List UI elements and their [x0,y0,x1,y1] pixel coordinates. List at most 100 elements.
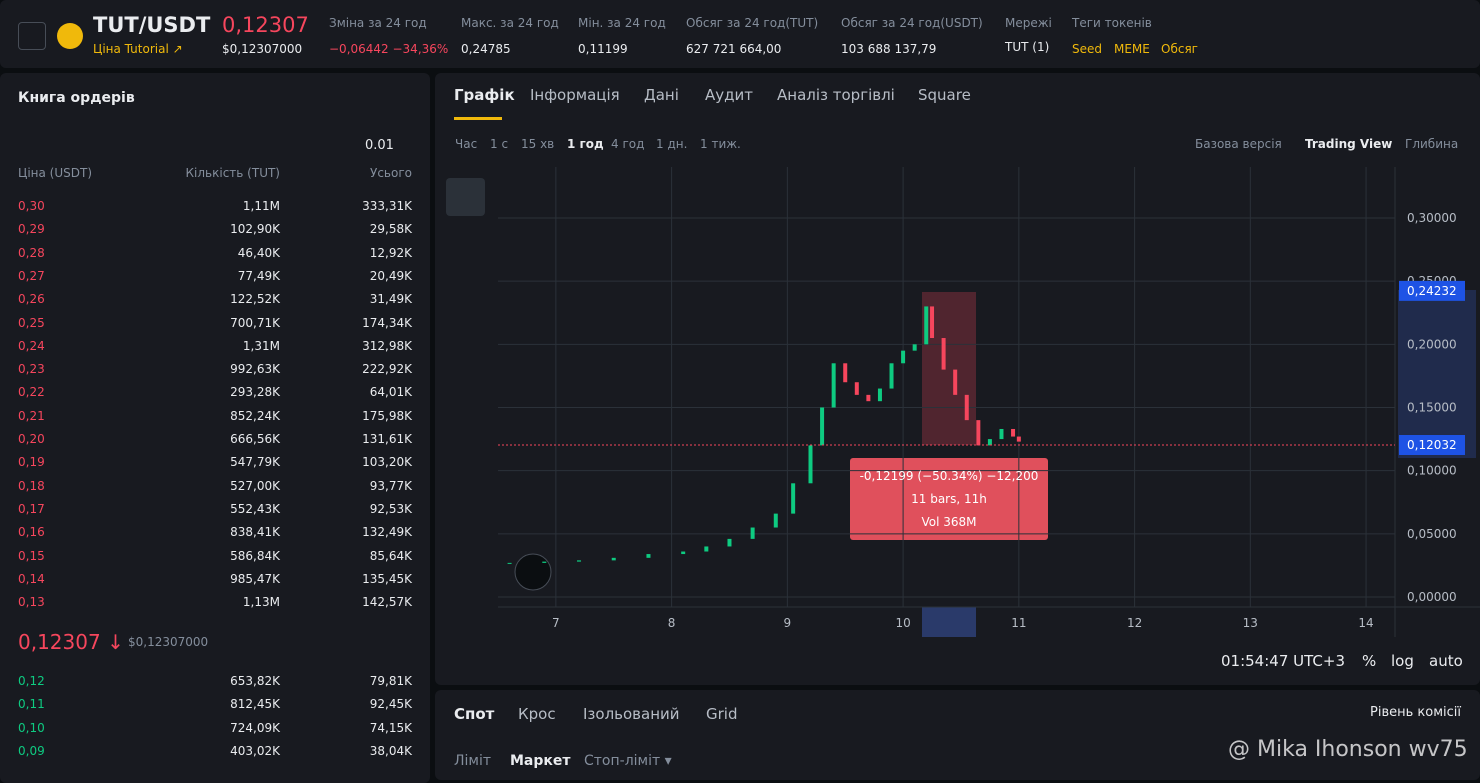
timeframe[interactable]: 1 дн. [656,137,688,151]
chart-tab[interactable]: Графік [454,86,515,104]
view-option[interactable]: Базова версія [1195,137,1282,151]
network: TUT (1) [1005,40,1050,54]
favorite-button[interactable] [18,22,46,50]
row-total: 31,49K [369,292,412,307]
x-tick-label: 9 [784,616,792,630]
candle [750,527,755,539]
timeframe[interactable]: 1 тиж. [700,137,741,151]
stat-value: −0,06442 −34,36% [329,42,449,56]
candle [1011,428,1016,437]
scale-button[interactable]: % [1362,652,1377,670]
tag[interactable]: MEME [1114,42,1150,56]
view-option[interactable]: Trading View [1305,137,1393,151]
candle [577,560,582,562]
order-type[interactable]: Маркет [510,753,571,769]
row-amount: 527,00K [230,478,280,493]
row-price: 0,29 [18,222,45,237]
x-tick-label: 12 [1127,616,1142,630]
order-type[interactable]: Ліміт [454,753,492,769]
token-icon [57,23,83,49]
row-amount: 852,24K [230,408,280,423]
trade-tab[interactable]: Спот [454,705,495,723]
candle [930,306,935,339]
candle [791,483,796,514]
row-total: 64,01K [369,385,412,400]
chart-tab[interactable]: Аудит [705,86,753,104]
candle [507,562,512,564]
row-price: 0,09 [18,743,45,758]
chart-panel [435,73,1480,685]
tag[interactable]: Seed [1072,42,1102,56]
scale-button[interactable]: auto [1429,652,1463,670]
timeframe: Час [455,137,478,151]
candle [704,546,709,552]
row-amount: 1,13M [242,595,280,610]
step-select[interactable]: 0.01 [365,138,394,153]
price-badge-label: 0,12032 [1407,438,1457,452]
row-total: 92,53K [369,501,412,516]
tooltip-line: Vol 368M [921,515,976,529]
scale-range [1398,290,1476,458]
view-option[interactable]: Глибина [1405,137,1459,151]
trade-tab[interactable]: Grid [706,705,738,723]
trade-tab[interactable]: Крос [518,705,556,723]
row-total: 333,31K [362,199,412,213]
order-type[interactable]: Стоп-ліміт ▾ [584,753,672,769]
candle [808,445,813,484]
timeframe[interactable]: 4 год [611,137,645,151]
x-tick-label: 14 [1358,616,1373,630]
row-amount: 838,41K [230,525,280,540]
row-price: 0,24 [18,338,45,353]
row-total: 131,61K [362,432,412,446]
top-bar [0,0,1480,68]
chart-tab[interactable]: Аналіз торгівлі [777,86,895,104]
row-price: 0,12 [18,674,45,688]
stat-label: Мін. за 24 год [578,16,666,30]
row-total: 38,04K [369,743,412,758]
timeframe[interactable]: 1 с [490,137,509,151]
candle [987,439,992,446]
tag[interactable]: Обсяг [1161,42,1198,56]
row-total: 79,81K [369,674,412,688]
tab-indicator [454,117,502,120]
price-badge [1399,434,1465,455]
timeframe[interactable]: 15 хв [521,137,555,151]
scale-button[interactable]: log [1391,652,1414,670]
column-header: Кількість (TUT) [185,166,280,180]
candle [866,394,871,402]
measure-tooltip [850,458,1048,540]
row-price: 0,14 [18,571,45,586]
row-total: 175,98K [362,408,412,423]
row-total: 20,49K [369,268,412,283]
price-usd: $0,12307000 [222,42,303,56]
row-amount: 666,56K [230,432,280,446]
fee-link[interactable]: Рівень комісії [1370,705,1461,720]
row-price: 0,27 [18,268,45,283]
column-header: Ціна (USDT) [18,166,92,180]
candle [964,394,969,421]
row-total: 29,58K [369,222,412,237]
row-price: 0,26 [18,292,45,307]
stat-label: Теги токенів [1072,16,1152,30]
x-tick-label: 11 [1011,616,1026,630]
y-tick-label: 0,15000 [1407,401,1457,415]
x-tick-label: 8 [668,616,676,630]
chart-tab[interactable]: Square [918,86,971,104]
chart-tab[interactable]: Дані [644,86,679,104]
crosshair-tool[interactable] [446,178,485,216]
row-total: 12,92K [369,245,412,260]
timeframe[interactable]: 1 год [567,137,604,151]
tooltip-line: -0,12199 (−50.34%) −12,200 [860,469,1039,483]
row-amount: 403,02K [230,743,280,758]
chart-tab[interactable]: Інформація [530,86,620,104]
row-price: 0,17 [18,501,45,516]
row-total: 132,49K [362,525,412,540]
stat-value: 627 721 664,00 [686,42,782,56]
order-book-panel [0,73,430,783]
price-badge [1399,280,1465,301]
trade-tab[interactable]: Ізольований [583,705,680,723]
candle [820,407,825,446]
tutorial-link[interactable]: Ціна Tutorial ↗ [93,42,183,56]
